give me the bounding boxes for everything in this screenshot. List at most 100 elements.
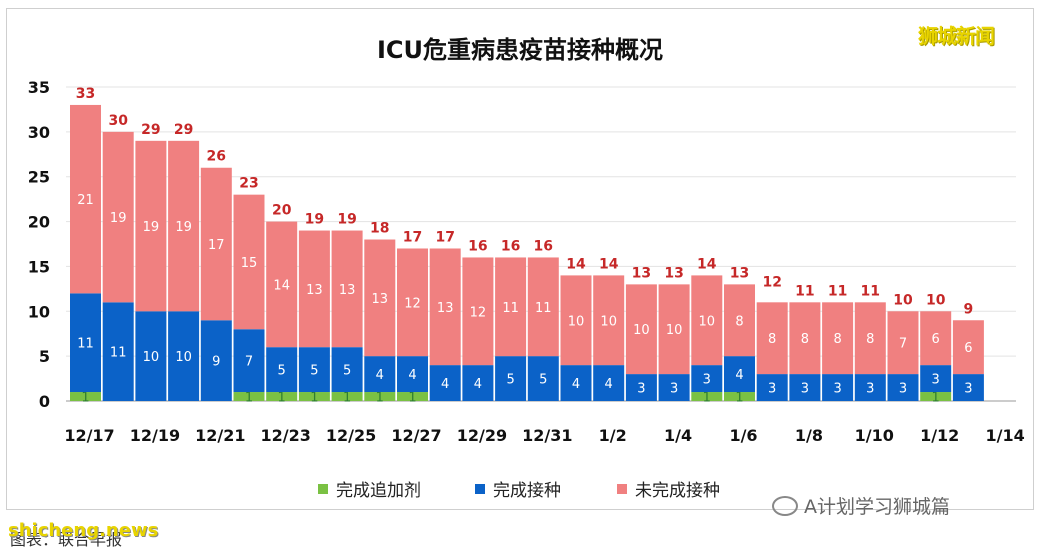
segment-value-label: 7 [245,355,253,370]
segment-value-label: 6 [932,332,940,347]
legend-swatch-booster [318,483,328,494]
bar-segment [527,257,559,357]
x-tick-label: 12/21 [195,426,245,445]
segment-value-label: 3 [637,382,645,397]
segment-value-label: 10 [666,323,683,338]
total-value-label: 10 [926,292,946,308]
bar-segment [854,302,886,375]
x-tick-label: 1/8 [795,426,823,445]
segment-value-label: 1 [245,391,253,406]
y-tick-label: 0 [39,392,50,411]
bar-segment [625,374,657,401]
bar-segment [331,230,363,348]
segment-value-label: 17 [208,238,225,253]
segment-value-label: 5 [343,364,351,379]
segment-value-label: 8 [866,332,874,347]
x-tick-label: 12/27 [391,426,441,445]
bar-segment [233,194,265,330]
bar-segment [756,374,788,401]
total-value-label: 11 [861,283,880,299]
bar-segment [495,356,527,401]
segment-value-label: 8 [768,332,776,347]
total-value-label: 14 [599,256,619,272]
source-name: 联合早报 [58,530,123,549]
bar-segment [298,230,330,348]
total-value-label: 23 [239,176,258,192]
source-prefix: 图表： [10,530,59,549]
total-value-label: 30 [108,113,128,129]
total-value-label: 29 [174,122,193,138]
bar-segment [266,347,298,393]
segment-value-label: 10 [600,314,617,329]
bar-segment [593,275,625,366]
segment-value-label: 19 [110,211,127,226]
segment-value-label: 13 [339,283,356,298]
segment-value-label: 1 [81,391,89,406]
brand-logo: 狮城新闻 [918,24,995,48]
total-value-label: 9 [964,301,974,317]
bar-segment [920,392,952,401]
segment-value-label: 1 [343,391,351,406]
x-tick-label: 12/23 [261,426,311,445]
bar-segment [822,374,854,401]
y-tick-label: 30 [28,123,50,142]
bar-segment [200,320,232,401]
total-value-label: 13 [632,265,651,281]
bar-segment [397,392,428,401]
wechat-text: A计划学习狮城篇 [804,496,950,518]
bar-segment [691,275,723,366]
segment-value-label: 15 [241,256,258,271]
bar-segment [854,374,886,401]
segment-value-label: 19 [175,220,192,235]
bar-segment [135,311,167,401]
total-value-label: 17 [403,229,422,245]
segment-value-label: 10 [699,314,716,329]
segment-value-label: 1 [310,391,318,406]
bar-segment [200,167,232,321]
segment-value-label: 11 [535,301,552,316]
segment-value-label: 3 [833,382,841,397]
x-tick-label: 1/14 [985,426,1024,445]
segment-value-label: 1 [703,391,711,406]
total-value-label: 20 [272,203,292,219]
segment-value-label: 8 [801,332,809,347]
segment-value-label: 4 [474,377,482,392]
wechat-icon [772,495,798,516]
total-value-label: 12 [762,274,781,290]
total-value-label: 13 [664,265,683,281]
segment-value-label: 4 [572,377,580,392]
chart-title: ICU危重病患疫苗接种概况 [376,36,664,64]
segment-value-label: 3 [964,382,972,397]
segment-value-label: 1 [408,391,416,406]
total-value-label: 14 [566,256,586,272]
segment-value-label: 10 [175,350,192,365]
total-value-label: 17 [435,229,454,245]
segment-value-label: 1 [376,391,384,406]
source-note: 图表：联合早报 [10,526,122,550]
segment-value-label: 3 [866,382,874,397]
bar-segment [691,392,723,401]
y-tick-label: 15 [28,257,50,276]
bar-segment [920,311,952,366]
bar-segment [724,356,755,393]
bar-segment [168,311,200,401]
bar-segment [822,302,854,375]
bar-segment [658,284,690,375]
bar-segment [364,356,396,393]
legend-label-unvaccinated: 未完成接种 [635,481,720,501]
x-tick-label: 12/25 [326,426,376,445]
segment-value-label: 1 [278,391,286,406]
legend-item-booster: 完成追加剂 [318,476,421,501]
bar-segment [658,374,690,401]
bar-segment [331,347,363,393]
segment-value-label: 10 [143,350,160,365]
bar-segment [560,365,592,401]
bar-segment [364,392,396,401]
x-tick-label: 1/2 [599,426,627,445]
segment-value-label: 5 [506,373,514,388]
legend-item-unvaccinated: 未完成接种 [617,476,720,501]
segment-value-label: 4 [441,377,449,392]
segment-value-label: 4 [735,368,743,383]
total-value-label: 10 [893,292,913,308]
